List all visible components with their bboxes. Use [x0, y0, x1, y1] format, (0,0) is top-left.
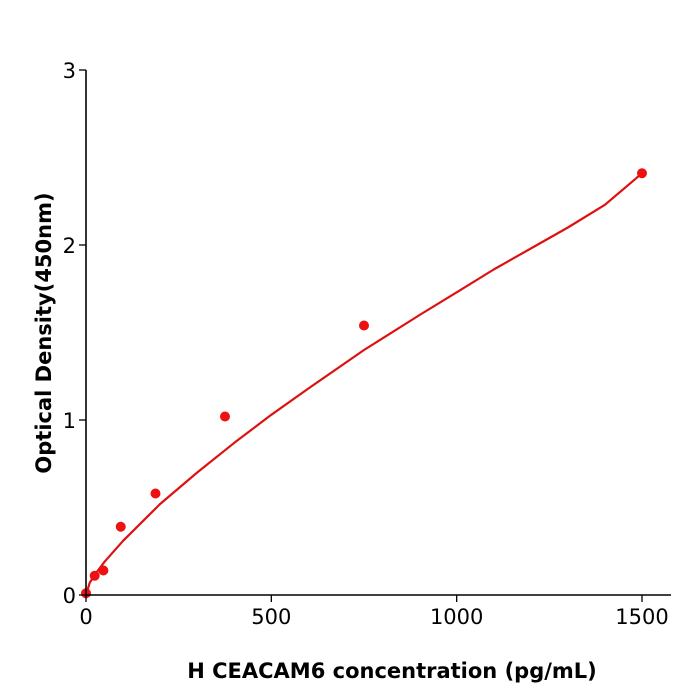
x-tick-label: 500 [251, 605, 291, 629]
y-axis-title: Optical Density(450nm) [32, 192, 56, 473]
data-point [98, 565, 109, 576]
x-tick-label: 1000 [430, 605, 483, 629]
data-point [89, 570, 100, 581]
x-axis-title: H CEACAM6 concentration (pg/mL) [187, 659, 597, 683]
x-axis-ticks: 0 500 1000 1500 [79, 595, 669, 629]
y-tick-label: 3 [63, 59, 76, 83]
data-point [115, 521, 126, 532]
data-point [220, 411, 230, 422]
fitted-curve [84, 172, 643, 596]
y-tick-label: 2 [63, 234, 76, 258]
data-point [637, 168, 647, 179]
y-axis-ticks: 0 1 2 3 [63, 59, 86, 608]
axes [85, 70, 671, 596]
x-tick-label: 0 [79, 605, 92, 629]
x-tick-label: 1500 [615, 605, 668, 629]
y-tick-label: 1 [63, 409, 76, 433]
plot-area [81, 168, 647, 599]
y-tick-label: 0 [63, 584, 76, 608]
data-point [150, 488, 161, 499]
data-point [359, 320, 369, 331]
